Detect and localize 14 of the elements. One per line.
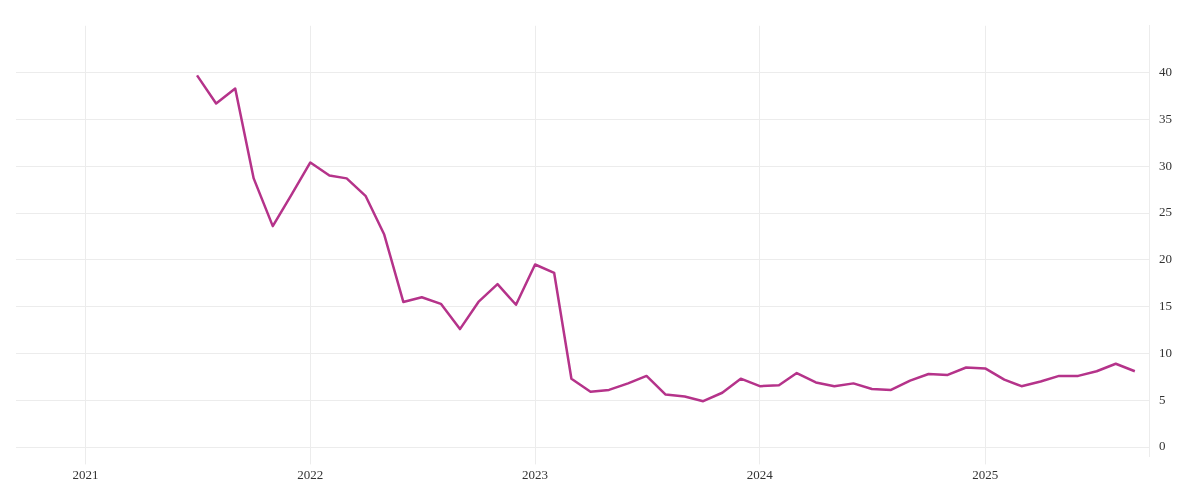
x-tick-label: 2024 <box>746 466 774 482</box>
y-tick-label: 35 <box>1159 110 1172 126</box>
y-tick-label: 10 <box>1159 344 1172 360</box>
y-tick-label: 0 <box>1159 438 1166 454</box>
y-tick-label: 30 <box>1159 157 1172 173</box>
x-tick-label: 2023 <box>522 466 549 482</box>
y-tick-label: 25 <box>1159 204 1172 220</box>
y-tick-label: 15 <box>1159 298 1172 314</box>
x-tick-label: 2021 <box>72 466 99 482</box>
x-tick-label: 2025 <box>972 466 999 482</box>
y-tick-label: 20 <box>1159 251 1172 267</box>
y-tick-label: 5 <box>1159 391 1166 407</box>
x-tick-label: 2022 <box>297 466 324 482</box>
y-tick-label: 40 <box>1159 64 1172 80</box>
